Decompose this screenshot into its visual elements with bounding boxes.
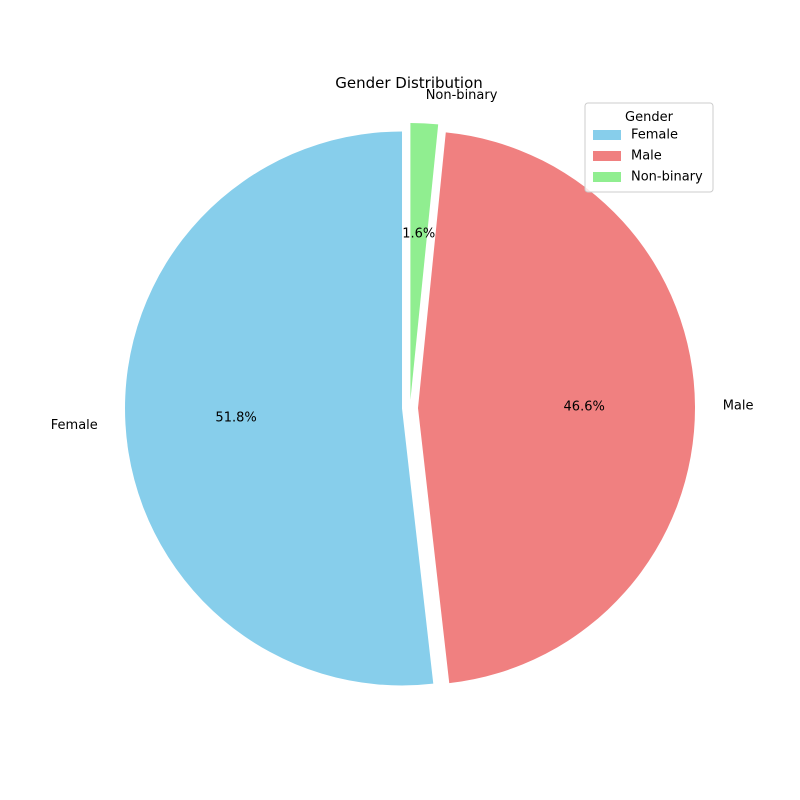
legend-swatch-male: [593, 151, 621, 161]
pie-slice-non-binary: [410, 123, 439, 401]
pie-slice-male: [417, 132, 695, 684]
legend-swatch-female: [593, 130, 621, 140]
legend-label-male: Male: [631, 149, 662, 164]
legend-swatch-non-binary: [593, 172, 621, 182]
slices-layer: [125, 123, 695, 686]
chart-title: Gender Distribution: [335, 74, 483, 92]
slice-label-male: Male: [723, 399, 754, 414]
slice-label-non-binary: Non-binary: [426, 88, 498, 103]
slice-label-female: Female: [51, 418, 98, 433]
legend-title: Gender: [625, 110, 674, 125]
legend-label-female: Female: [631, 128, 678, 143]
legend: Gender Female Male Non-binary: [584, 102, 714, 193]
legend-frame: [584, 102, 714, 193]
pie-slice-female: [125, 131, 434, 686]
slice-percent-male: 46.6%: [564, 399, 605, 414]
legend-label-non-binary: Non-binary: [631, 170, 703, 185]
slice-percent-non-binary: 1.6%: [402, 227, 435, 242]
legend-entries: Female Male Non-binary: [593, 128, 703, 185]
slice-percent-female: 51.8%: [215, 410, 256, 425]
labels-layer: Female 51.8% Male 46.6% Non-binary 1.6%: [51, 88, 754, 433]
